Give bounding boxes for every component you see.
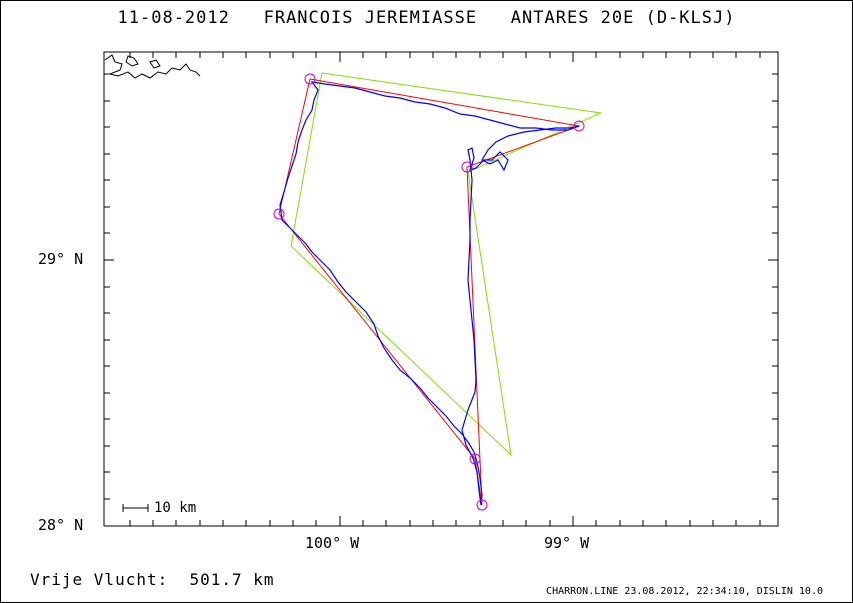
task-route xyxy=(278,78,581,506)
y-tick-label-29n: 29° N xyxy=(38,250,84,268)
top-ticks xyxy=(129,52,761,62)
flight-track xyxy=(279,81,580,506)
turnpoint-1 xyxy=(304,73,316,85)
scale-bar-label: 10 km xyxy=(154,500,197,516)
flight-title: 11-08-2012 FRANCOIS JEREMIASSE ANTARES 2… xyxy=(0,8,853,28)
right-ticks xyxy=(768,73,778,500)
flight-date: 11-08-2012 xyxy=(117,8,230,28)
distance-label: Vrije Vlucht: xyxy=(30,570,169,589)
coastline xyxy=(104,54,201,79)
x-tick-label-99w: 99° W xyxy=(544,534,590,552)
distance-readout: Vrije Vlucht: 501.7 km xyxy=(30,570,275,589)
turnpoint-2 xyxy=(573,120,585,132)
pilot-name: FRANCOIS JEREMIASSE xyxy=(263,8,478,28)
declared-route xyxy=(290,72,603,457)
scale-bar xyxy=(122,504,149,512)
glider-name: ANTARES 20E (D-KLSJ) xyxy=(510,8,736,28)
turnpoint-5 xyxy=(469,453,481,465)
bottom-ticks xyxy=(129,516,761,526)
turnpoint-3 xyxy=(461,161,473,173)
left-ticks xyxy=(104,73,114,500)
turnpoint-4 xyxy=(273,208,285,220)
y-tick-label-28n: 28° N xyxy=(38,516,84,534)
software-credit: CHARRON.LINE 23.08.2012, 22:34:10, DISLI… xyxy=(546,586,823,597)
x-tick-label-100w: 100° W xyxy=(305,534,360,552)
map-border xyxy=(103,51,779,527)
distance-value: 501.7 km xyxy=(189,570,275,589)
coastline-island xyxy=(125,55,161,69)
turnpoints xyxy=(273,73,585,511)
turnpoint-6 xyxy=(476,499,488,511)
